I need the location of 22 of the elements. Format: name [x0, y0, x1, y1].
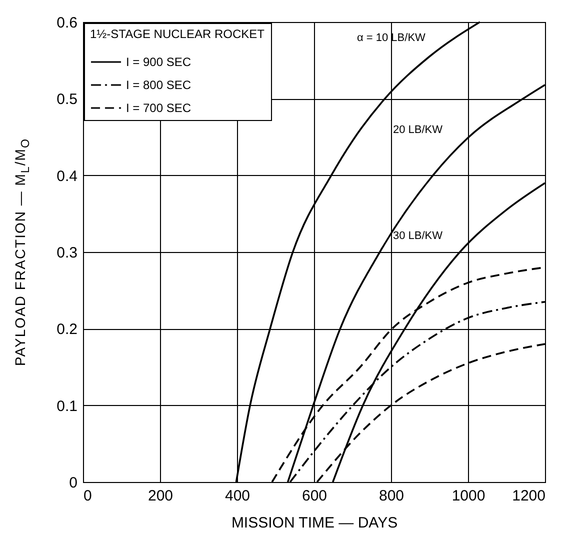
y-tick-label: 0.3: [56, 244, 78, 262]
x-tick-label: 1200: [512, 488, 546, 504]
y-tick-label: 0.5: [56, 91, 78, 108]
x-tick-label: 800: [378, 488, 404, 504]
y-tick-label: 0.6: [56, 14, 78, 32]
y-tick-label: 0.1: [56, 398, 78, 415]
annotation: 20 LB/KW: [393, 124, 444, 136]
y-tick-label: 0.4: [56, 168, 78, 185]
legend-label: I = 800 SEC: [126, 78, 192, 92]
y-tick-label: 0.2: [56, 321, 78, 338]
x-tick-label: 0: [84, 488, 92, 504]
x-axis-title: MISSION TIME — DAYS: [231, 514, 398, 532]
legend-title: 1½-STAGE NUCLEAR ROCKET: [90, 27, 266, 41]
x-tick-label: 1000: [452, 488, 486, 504]
legend-label: I = 900 SEC: [126, 55, 192, 69]
x-tick-label: 400: [224, 488, 250, 504]
y-tick-label: 0: [69, 474, 78, 492]
annotation: 30 LB/KW: [393, 230, 444, 242]
x-tick-label: 600: [302, 488, 328, 504]
annotation: α = 10 LB/KW: [357, 32, 426, 44]
legend-label: I = 700 SEC: [126, 101, 192, 115]
x-tick-label: 200: [148, 488, 174, 504]
